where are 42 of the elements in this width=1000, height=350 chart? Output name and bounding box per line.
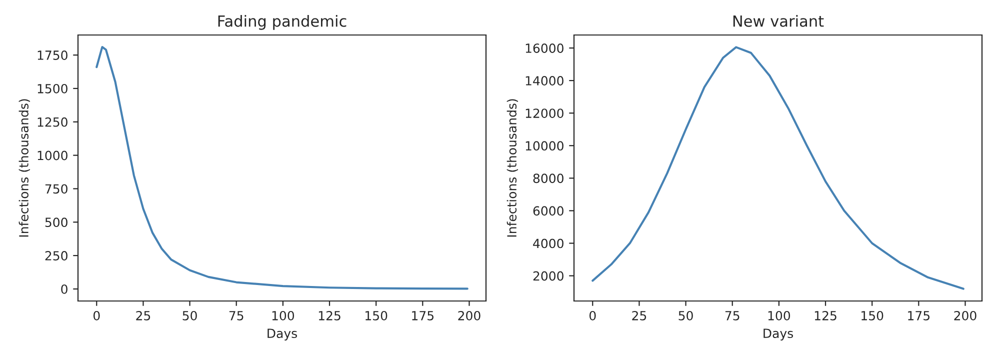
x-tick-label: 25 <box>632 310 646 320</box>
y-tick-label: 250 <box>45 251 68 260</box>
x-tick-label: 0 <box>589 310 596 320</box>
y-tick-label: 2000 <box>533 271 564 281</box>
y-tick-label: 1500 <box>38 84 68 94</box>
y-tick-label: 4000 <box>533 238 564 248</box>
x-axis-title: Days <box>268 328 297 340</box>
y-tick-label: 1000 <box>38 150 68 160</box>
x-tick-label: 150 <box>862 310 884 320</box>
y-tick-label: 1750 <box>38 50 68 60</box>
x-tick-label: 200 <box>458 310 480 320</box>
x-tick-label: 175 <box>908 311 930 320</box>
x-tick-label: 0 <box>93 310 100 320</box>
x-tick-label: 100 <box>768 310 790 320</box>
y-tick-label: 500 <box>45 218 68 228</box>
chart-title: New variant <box>733 15 824 27</box>
x-tick-label: 150 <box>366 310 388 320</box>
x-tick-label: 75 <box>725 311 740 320</box>
x-tick-label: 200 <box>954 310 976 320</box>
x-tick-label: 100 <box>272 310 294 320</box>
x-axis-title: Days <box>764 328 793 340</box>
y-tick-label: 750 <box>45 184 68 194</box>
chart-title: Fading pandemic <box>218 15 346 30</box>
y-tick-label: 16000 <box>526 43 564 53</box>
y-axis-title: Infections (thousands) <box>506 99 518 237</box>
x-tick-label: 175 <box>412 311 434 320</box>
y-tick-label: 10000 <box>526 141 564 151</box>
y-tick-label: 14000 <box>526 76 564 86</box>
x-tick-label: 50 <box>678 310 693 320</box>
y-tick-label: 8000 <box>533 174 564 184</box>
x-tick-label: 25 <box>136 310 150 320</box>
line-series <box>96 46 468 290</box>
y-axis-title: Infections (thousands) <box>18 99 30 237</box>
x-tick-label: 125 <box>814 310 836 320</box>
x-tick-label: 125 <box>318 310 340 320</box>
y-tick-label: 6000 <box>533 206 564 216</box>
x-tick-label: 75 <box>229 311 244 320</box>
y-tick-label: 1250 <box>38 117 68 127</box>
line-series <box>592 46 964 290</box>
x-tick-label: 50 <box>182 310 197 320</box>
y-tick-label: 0 <box>61 284 68 294</box>
y-tick-label: 12000 <box>526 108 564 118</box>
